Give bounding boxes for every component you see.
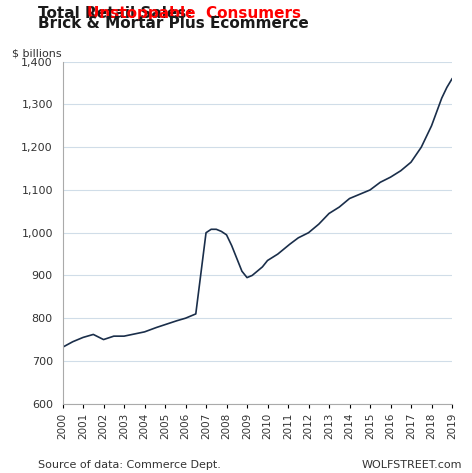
Text: WOLFSTREET.com: WOLFSTREET.com <box>362 460 463 470</box>
Text: Unstoppable  Consumers: Unstoppable Consumers <box>87 6 301 21</box>
Text: Total Retail Sales:: Total Retail Sales: <box>38 6 197 21</box>
Text: $ billions: $ billions <box>12 48 61 58</box>
Text: Brick & Mortar Plus Ecommerce: Brick & Mortar Plus Ecommerce <box>38 16 309 31</box>
Text: Source of data: Commerce Dept.: Source of data: Commerce Dept. <box>38 460 220 470</box>
